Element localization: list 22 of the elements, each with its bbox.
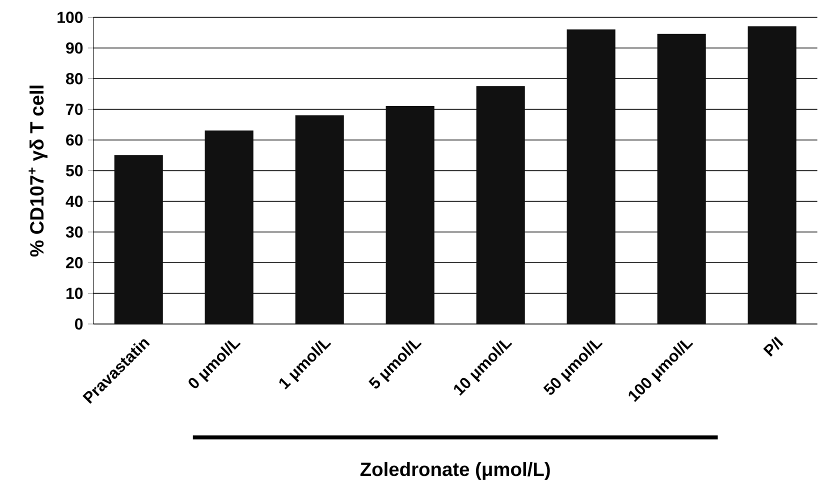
x-axis-title: Zoledronate (μmol/L) [360,462,550,480]
y-tick-label: 100 [58,12,83,23]
bar [566,29,616,324]
x-tick-label: P/I [763,336,784,357]
y-tick-label: 50 [66,165,83,176]
bar [386,106,434,324]
y-tick-label: 80 [66,73,83,84]
y-tick-label: 70 [66,104,83,115]
bar [204,130,254,324]
y-tick-label: 0 [75,318,83,330]
y-tick-label: 40 [66,196,83,207]
y-tick-label: 30 [66,226,83,238]
bar [657,34,706,324]
bar [476,86,525,324]
y-tick-label: 20 [66,257,83,268]
y-tick-label: 10 [66,288,83,299]
y-tick-label: 60 [66,134,83,146]
y-tick-label: 90 [66,42,83,54]
bar [748,26,796,324]
bar [295,115,344,324]
bar [114,155,163,324]
y-axis-title: % CD107$^{+}$ γδ T cell [28,86,48,257]
